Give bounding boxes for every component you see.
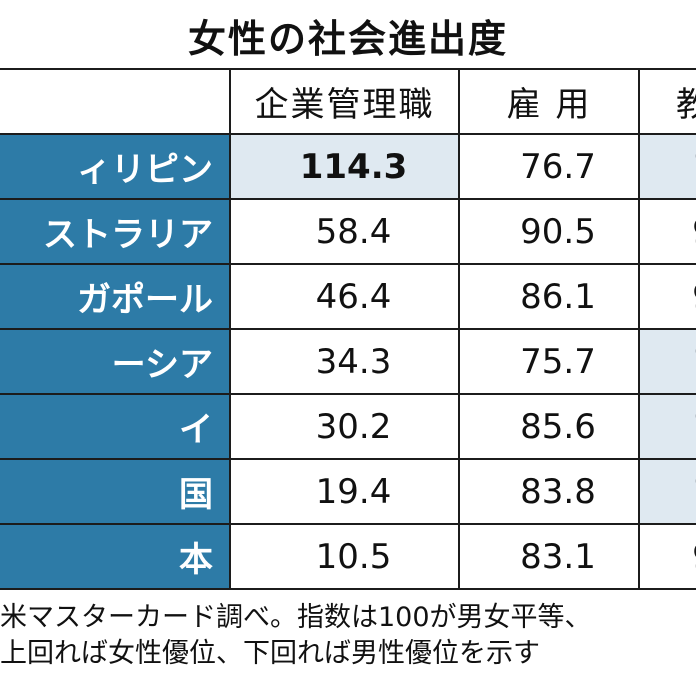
corner-cell: [0, 68, 231, 135]
data-table: 企業管理職 雇 用 教 ィリピン114.376.71ストラリア58.490.59…: [0, 68, 696, 590]
header-row: 企業管理職 雇 用 教: [0, 68, 696, 135]
row-label: ィリピン: [0, 133, 231, 200]
value-cell: 34.3: [229, 328, 460, 395]
row-label: イ: [0, 393, 231, 460]
note-line: 米マスターカード調べ。指数は100が男女平等、: [0, 602, 592, 633]
chart-title: 女性の社会進出度: [187, 17, 508, 61]
source-note: 米マスターカード調べ。指数は100が男女平等、 上回れば女性優位、下回れば男性優…: [0, 600, 696, 672]
table-row: イ30.285.61: [0, 393, 696, 460]
row-label: ストラリア: [0, 198, 231, 265]
row-label: ーシア: [0, 328, 231, 395]
row-label: ガポール: [0, 263, 231, 330]
value-cell: 1: [638, 328, 696, 395]
column-header: 教: [638, 68, 696, 135]
value-cell: 85.6: [458, 393, 640, 460]
column-header: 企業管理職: [229, 68, 460, 135]
value-cell: 83.1: [458, 523, 640, 590]
column-header: 雇 用: [458, 68, 640, 135]
value-cell: 9: [638, 198, 696, 265]
value-cell: 9: [638, 263, 696, 330]
row-label: 本: [0, 523, 231, 590]
note-line: 上回れば女性優位、下回れば男性優位を示す: [0, 638, 540, 669]
value-cell: 10.5: [229, 523, 460, 590]
table-row: 本10.583.19: [0, 523, 696, 590]
table-row: 国19.483.81: [0, 458, 696, 525]
value-cell: 1: [638, 458, 696, 525]
value-cell: 75.7: [458, 328, 640, 395]
row-label: 国: [0, 458, 231, 525]
value-cell: 114.3: [229, 133, 460, 200]
value-cell: 90.5: [458, 198, 640, 265]
value-cell: 30.2: [229, 393, 460, 460]
value-cell: 46.4: [229, 263, 460, 330]
value-cell: 1: [638, 393, 696, 460]
value-cell: 86.1: [458, 263, 640, 330]
value-cell: 19.4: [229, 458, 460, 525]
value-cell: 83.8: [458, 458, 640, 525]
value-cell: 9: [638, 523, 696, 590]
value-cell: 76.7: [458, 133, 640, 200]
value-cell: 1: [638, 133, 696, 200]
table-body: ィリピン114.376.71ストラリア58.490.59ガポール46.486.1…: [0, 133, 696, 590]
value-cell: 58.4: [229, 198, 460, 265]
